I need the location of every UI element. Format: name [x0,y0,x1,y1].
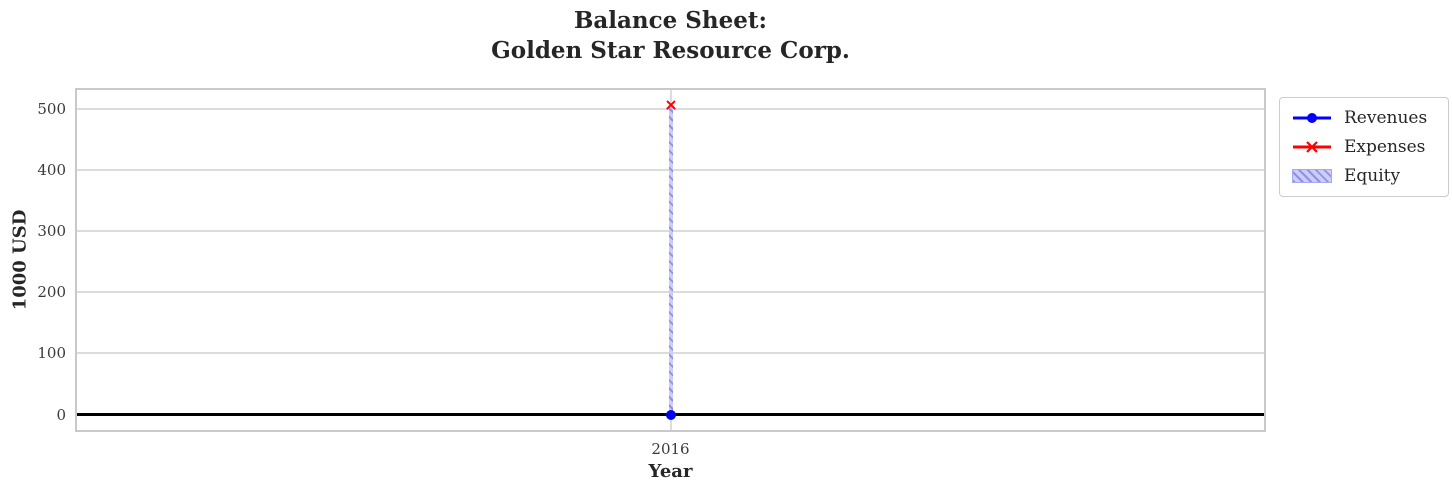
legend-label-expenses: Expenses [1344,137,1426,157]
y-tick-label: 200 [37,283,66,302]
legend: Revenues Expenses Equity [1279,97,1449,197]
line-x-marker-icon [1293,141,1331,153]
legend-label-equity: Equity [1344,166,1401,186]
expenses-marker [665,99,677,111]
y-tick-label: 300 [37,221,66,240]
legend-label-revenues: Revenues [1344,108,1428,128]
y-tick-label: 0 [56,405,66,424]
legend-item-equity: Equity [1292,165,1436,187]
legend-item-revenues: Revenues [1292,107,1436,129]
y-tick-label: 400 [37,160,66,179]
y-tick-label: 100 [37,344,66,363]
hatched-patch-icon [1292,169,1332,183]
equity-bar [668,105,673,415]
x-axis-label: Year [648,461,693,482]
x-tick-label: 2016 [651,440,690,458]
line-circle-marker-icon [1293,113,1331,123]
chart-title: Balance Sheet: Golden Star Resource Corp… [491,7,850,64]
y-tick-label: 500 [37,99,66,118]
plot-area [75,88,1266,432]
legend-item-expenses: Expenses [1292,136,1436,158]
revenues-marker [665,409,676,420]
